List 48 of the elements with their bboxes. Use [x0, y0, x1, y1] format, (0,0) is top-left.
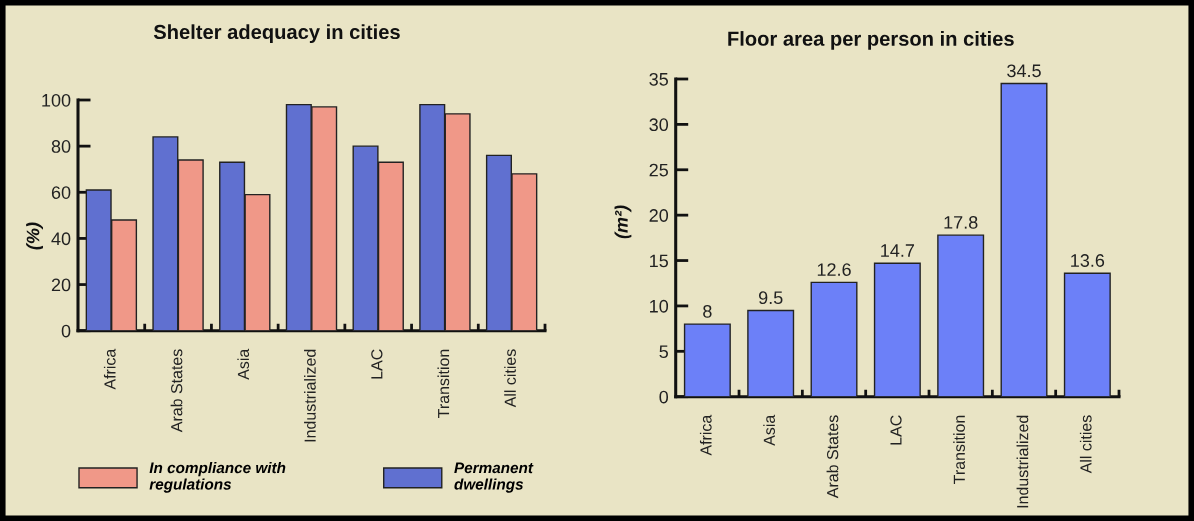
y-tick-label: 15 — [650, 254, 668, 268]
x-tick-label: Africa — [103, 348, 116, 390]
y-tick-label: 60 — [51, 186, 71, 199]
data-label: 17.8 — [944, 215, 978, 229]
x-tick-label: Industrialized — [304, 349, 316, 442]
x-tick-label: Asia — [237, 348, 250, 380]
y-tick-label: 100 — [42, 93, 71, 107]
chart-title: Floor area per person in cities — [728, 31, 1014, 50]
y-tick-label: 35 — [649, 72, 668, 86]
y-tick-label: 30 — [649, 118, 669, 132]
y-tick-label: 10 — [650, 299, 669, 313]
data-label: 8 — [703, 304, 712, 318]
bar — [747, 309, 795, 397]
y-tick-label: 40 — [51, 232, 71, 246]
y-tick-label: 80 — [51, 140, 71, 153]
x-tick-label: Arab States — [826, 415, 839, 499]
x-tick-label: Transition — [437, 349, 450, 418]
legend-label: Permanent dwellings — [454, 462, 534, 493]
legend-label: In compliance with regulations — [149, 462, 286, 493]
y-tick-label: 0 — [659, 390, 669, 404]
bar — [873, 262, 921, 397]
y-tick-label: 25 — [649, 163, 668, 177]
y-tick-label: 0 — [61, 324, 71, 338]
x-tick-label: Africa — [699, 414, 712, 456]
y-tick-label: 20 — [51, 278, 71, 292]
y-tick-label: 5 — [659, 345, 668, 359]
data-label: 12.6 — [817, 263, 851, 276]
x-tick-label: Arab States — [170, 349, 183, 433]
bar — [1000, 82, 1048, 397]
x-tick-label: All cities — [504, 349, 516, 408]
y-axis-title: (%) — [26, 222, 43, 250]
data-label: 9.5 — [758, 291, 783, 305]
data-label: 14.7 — [881, 244, 915, 257]
bar — [683, 323, 731, 397]
data-label: 34.5 — [1007, 64, 1041, 78]
y-tick-label: 20 — [649, 209, 669, 222]
y-axis-title: (m²) — [614, 205, 632, 239]
chart-title: Shelter adequacy in cities — [153, 24, 400, 44]
x-tick-label: Asia — [763, 414, 775, 446]
data-label: 13.6 — [1071, 254, 1105, 267]
x-tick-label: Industrialized — [1016, 415, 1029, 508]
bar — [810, 281, 858, 397]
x-tick-label: Transition — [953, 415, 965, 484]
bar — [1063, 272, 1111, 397]
bar — [937, 234, 985, 397]
x-tick-label: All cities — [1079, 415, 1092, 474]
x-tick-label: LAC — [890, 415, 902, 445]
x-tick-label: LAC — [371, 349, 383, 379]
